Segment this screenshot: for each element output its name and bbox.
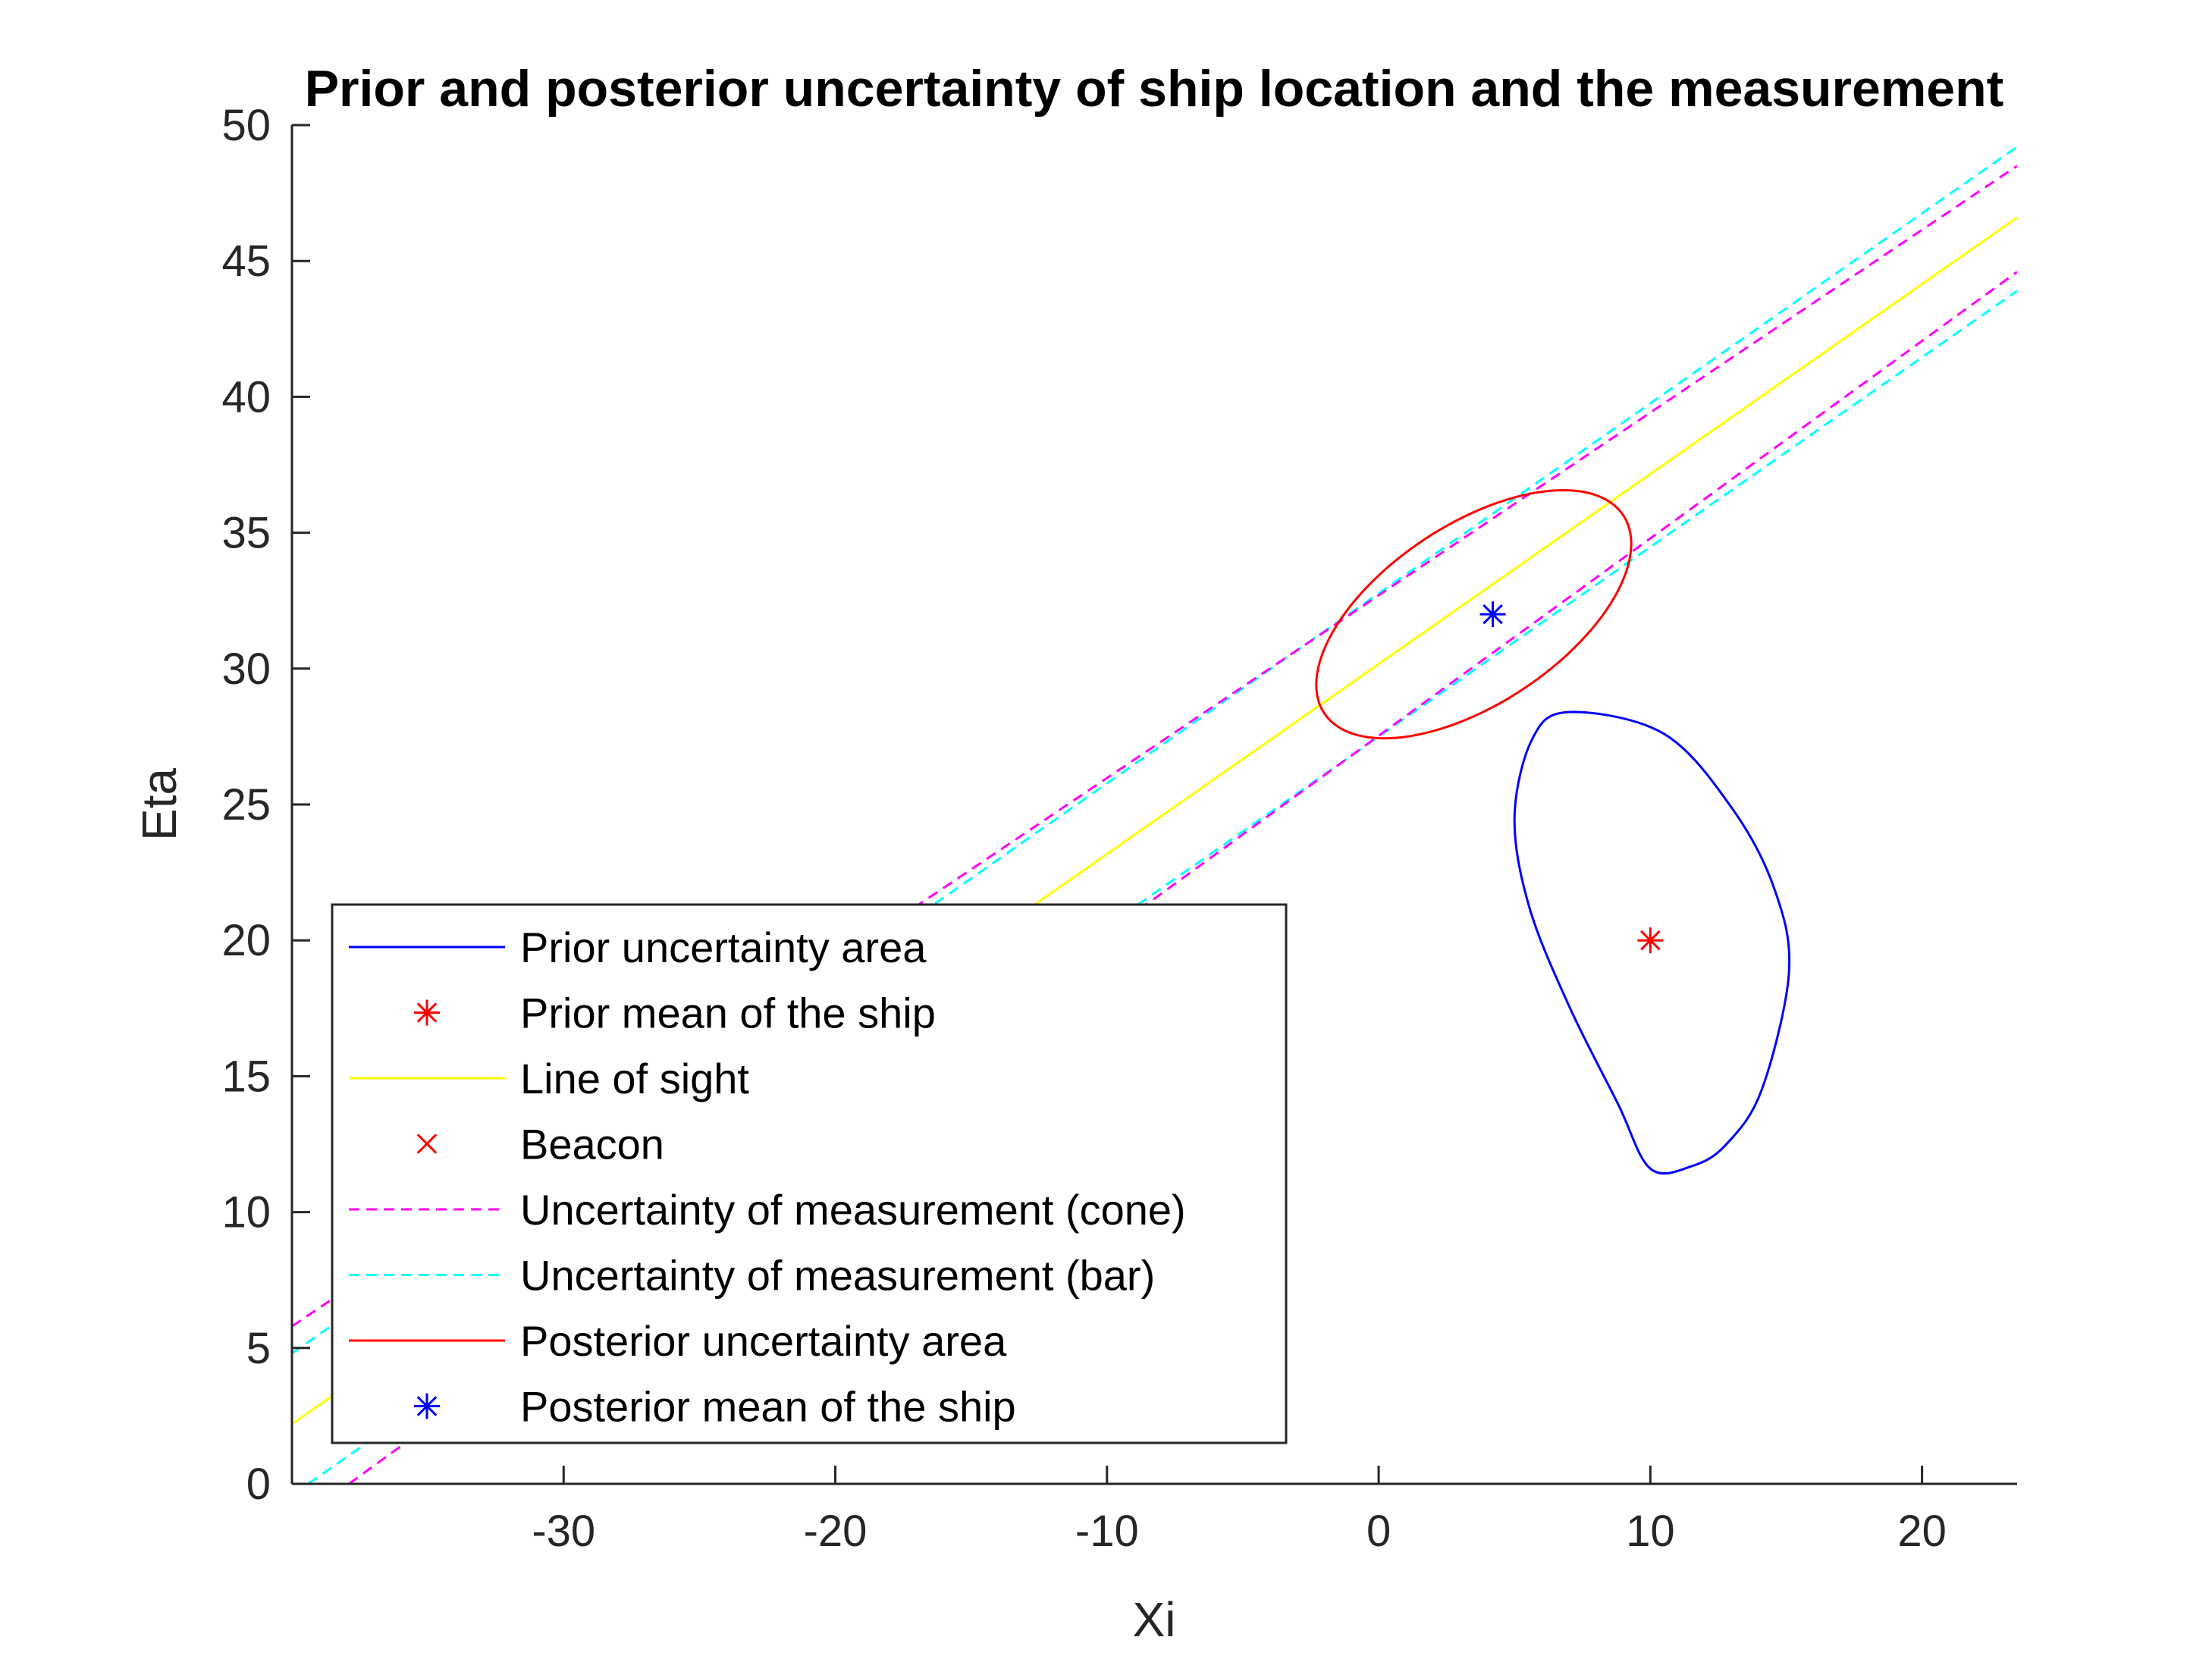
y-tick-label: 15 — [221, 1052, 271, 1101]
posterior-uncertainty-area-ellipse — [1315, 488, 1633, 740]
y-tick-label: 30 — [221, 644, 271, 694]
chart-title: Prior and posterior uncertainty of ship … — [305, 60, 2004, 118]
y-tick-label: 20 — [221, 916, 271, 965]
y-tick-label: 50 — [221, 101, 271, 150]
legend-item-prior-mean-of-the-ship: Prior mean of the ship — [414, 989, 936, 1037]
y-tick-label: 40 — [221, 372, 271, 422]
y-axis-label: Eta — [132, 768, 187, 841]
legend-item-line-of-sight: Line of sight — [349, 1055, 749, 1102]
y-tick-label: 25 — [221, 780, 271, 830]
legend-label-line-of-sight: Line of sight — [520, 1055, 749, 1102]
x-axis-label: Xi — [1133, 1592, 1176, 1647]
legend-label-posterior-mean-of-the-ship: Posterior mean of the ship — [520, 1383, 1016, 1431]
y-tick-label: 10 — [221, 1188, 271, 1237]
legend-label-uncertainty-of-measurement-bar: Uncertainty of measurement (bar) — [520, 1252, 1155, 1300]
x-tick-label: 20 — [1897, 1507, 1947, 1556]
legend-label-posterior-uncertainty-area: Posterior uncertainty area — [520, 1317, 1007, 1365]
posterior-mean-of-the-ship-marker — [1479, 601, 1506, 628]
prior-mean-of-the-ship-marker — [1637, 927, 1664, 954]
ticks: -30 -20 -10 0 10 20 0 5 10 15 20 25 30 35 40 45 50 — [221, 101, 1946, 1556]
legend-label-prior-mean-of-the-ship: Prior mean of the ship — [520, 989, 936, 1037]
legend-item-posterior-mean-of-the-ship: Posterior mean of the ship — [414, 1383, 1016, 1431]
x-tick-label: 0 — [1366, 1507, 1391, 1556]
legend-item-uncertainty-of-measurement-bar: Uncertainty of measurement (bar) — [349, 1252, 1155, 1300]
legend-item-beacon: Beacon — [416, 1121, 664, 1168]
uncertainty-of-measurement-bar-lower-line — [307, 290, 2017, 1484]
legend: Prior uncertainty area Prior mean of the … — [331, 903, 1288, 1444]
legend-item-posterior-uncertainty-area: Posterior uncertainty area — [349, 1317, 1007, 1365]
legend-item-prior-uncertainty-area: Prior uncertainty area — [349, 924, 927, 971]
x-tick-label: -10 — [1075, 1507, 1139, 1556]
legend-swatch-beacon — [416, 1134, 438, 1154]
legend-box — [331, 903, 1288, 1444]
y-tick-label: 5 — [246, 1324, 271, 1373]
uncertainty-of-measurement-cone-lower-line — [348, 271, 2017, 1484]
legend-label-beacon: Beacon — [520, 1121, 664, 1168]
x-tick-label: -20 — [804, 1507, 868, 1556]
uncertainty-of-measurement-cone-upper-line — [292, 165, 2017, 1328]
y-tick-label: 45 — [221, 237, 271, 286]
legend-swatch-prior-mean-of-the-ship — [414, 999, 440, 1026]
prior-uncertainty-area-ellipse — [1513, 710, 1791, 1175]
x-tick-label: 10 — [1626, 1507, 1675, 1556]
legend-swatch-posterior-mean-of-the-ship — [414, 1393, 440, 1419]
y-tick-label: 0 — [246, 1460, 271, 1509]
legend-label-prior-uncertainty-area: Prior uncertainty area — [520, 924, 927, 971]
legend-label-uncertainty-of-measurement-cone: Uncertainty of measurement (cone) — [520, 1186, 1186, 1234]
legend-item-uncertainty-of-measurement-cone: Uncertainty of measurement (cone) — [349, 1186, 1186, 1234]
y-tick-label: 35 — [221, 509, 271, 558]
x-tick-label: -30 — [532, 1507, 595, 1556]
